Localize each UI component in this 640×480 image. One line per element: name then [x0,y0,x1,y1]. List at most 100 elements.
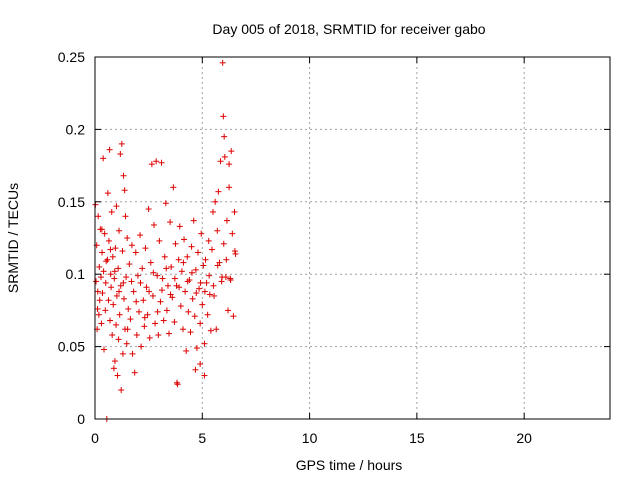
data-point [164,282,171,289]
data-point [99,249,106,256]
data-point [120,172,127,179]
data-point [117,151,124,158]
data-point [166,330,173,337]
data-point [122,213,129,220]
data-point [132,249,139,256]
data-point [134,272,141,279]
x-tick-label: 20 [516,430,532,446]
data-point [94,305,101,312]
data-point [107,317,114,324]
data-point [217,158,224,165]
data-point [227,276,234,283]
data-point [141,323,148,330]
data-point [189,295,196,302]
data-point [117,282,124,289]
data-point [116,311,123,318]
data-point [188,269,195,276]
data-point [176,284,183,291]
data-point [149,292,156,299]
data-point [135,308,142,315]
data-point [183,347,190,354]
data-point [105,237,112,244]
data-point [220,113,227,120]
data-point [154,308,161,315]
x-tick-label: 15 [409,430,425,446]
data-point [230,313,237,320]
data-point [177,303,184,310]
data-point [94,288,101,295]
data-point [106,146,113,153]
data-point [161,253,168,260]
data-point [108,284,115,291]
data-point [213,326,220,333]
data-point [111,358,118,365]
data-point [206,272,213,279]
data-point [229,230,236,237]
data-point [207,327,214,334]
data-point [124,326,131,333]
data-point [196,285,203,292]
data-point [221,153,228,160]
data-point [107,246,114,253]
data-point [214,262,221,269]
data-point [206,291,213,298]
data-point [187,329,194,336]
data-point [192,366,199,373]
data-point [130,288,137,295]
data-point [102,307,109,314]
data-point [110,301,117,308]
data-point [211,292,218,299]
data-point [188,243,195,250]
data-point [173,282,180,289]
data-point [151,221,158,228]
data-points [92,59,239,422]
data-point [125,305,132,312]
y-tick-label: 0.1 [66,266,86,282]
data-point [226,184,233,191]
data-point [170,184,177,191]
data-point [128,278,135,285]
data-point [139,265,146,272]
data-point [153,158,160,165]
chart-title: Day 005 of 2018, SRMTID for receiver gab… [212,21,485,37]
y-axis-label: SRMTID / TECUs [5,183,21,293]
data-point [144,311,151,318]
data-point [221,133,228,140]
data-point [114,372,121,379]
data-point [96,297,103,304]
x-tick-label: 10 [302,430,318,446]
data-point [98,320,105,327]
data-point [95,213,102,220]
data-point [131,369,138,376]
data-point [184,253,191,260]
data-point [185,308,192,315]
data-point [214,227,221,234]
data-point [99,290,106,297]
data-point [100,155,107,162]
data-point [143,284,150,291]
data-point [146,288,153,295]
data-point [121,187,128,194]
data-point [176,223,183,230]
data-point [104,256,111,263]
y-tick-label: 0.05 [58,339,85,355]
data-point [108,208,115,215]
data-point [95,311,102,318]
data-point [197,320,204,327]
data-point [112,245,119,252]
y-tick-label: 0.15 [58,194,85,210]
data-point [100,268,107,275]
data-point [116,288,123,295]
data-point [107,271,114,278]
x-tick-label: 0 [91,430,99,446]
data-point [126,261,133,268]
x-axis-label: GPS time / hours [296,457,403,473]
data-point [197,360,204,367]
data-point [141,314,148,321]
data-point [133,298,140,305]
data-point [179,326,186,333]
data-point [110,365,117,372]
data-point [147,259,154,266]
data-point [205,237,212,244]
data-point [215,188,222,195]
